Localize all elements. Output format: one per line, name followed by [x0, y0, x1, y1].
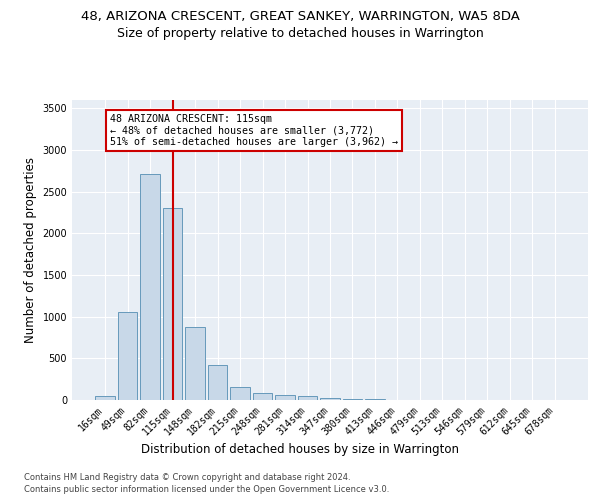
Bar — [343, 399, 362, 400]
Bar — [298, 396, 317, 400]
Bar — [320, 398, 340, 400]
Bar — [118, 312, 137, 400]
Text: Distribution of detached houses by size in Warrington: Distribution of detached houses by size … — [141, 442, 459, 456]
Bar — [253, 392, 272, 400]
Bar — [365, 399, 385, 400]
Bar — [230, 386, 250, 400]
Bar — [208, 365, 227, 400]
Bar — [275, 395, 295, 400]
Text: 48 ARIZONA CRESCENT: 115sqm
← 48% of detached houses are smaller (3,772)
51% of : 48 ARIZONA CRESCENT: 115sqm ← 48% of det… — [110, 114, 398, 148]
Text: 48, ARIZONA CRESCENT, GREAT SANKEY, WARRINGTON, WA5 8DA: 48, ARIZONA CRESCENT, GREAT SANKEY, WARR… — [80, 10, 520, 23]
Text: Contains public sector information licensed under the Open Government Licence v3: Contains public sector information licen… — [24, 485, 389, 494]
Bar — [95, 396, 115, 400]
Bar — [185, 326, 205, 400]
Bar — [163, 208, 182, 400]
Y-axis label: Number of detached properties: Number of detached properties — [24, 157, 37, 343]
Bar — [140, 174, 160, 400]
Text: Size of property relative to detached houses in Warrington: Size of property relative to detached ho… — [116, 28, 484, 40]
Text: Contains HM Land Registry data © Crown copyright and database right 2024.: Contains HM Land Registry data © Crown c… — [24, 472, 350, 482]
